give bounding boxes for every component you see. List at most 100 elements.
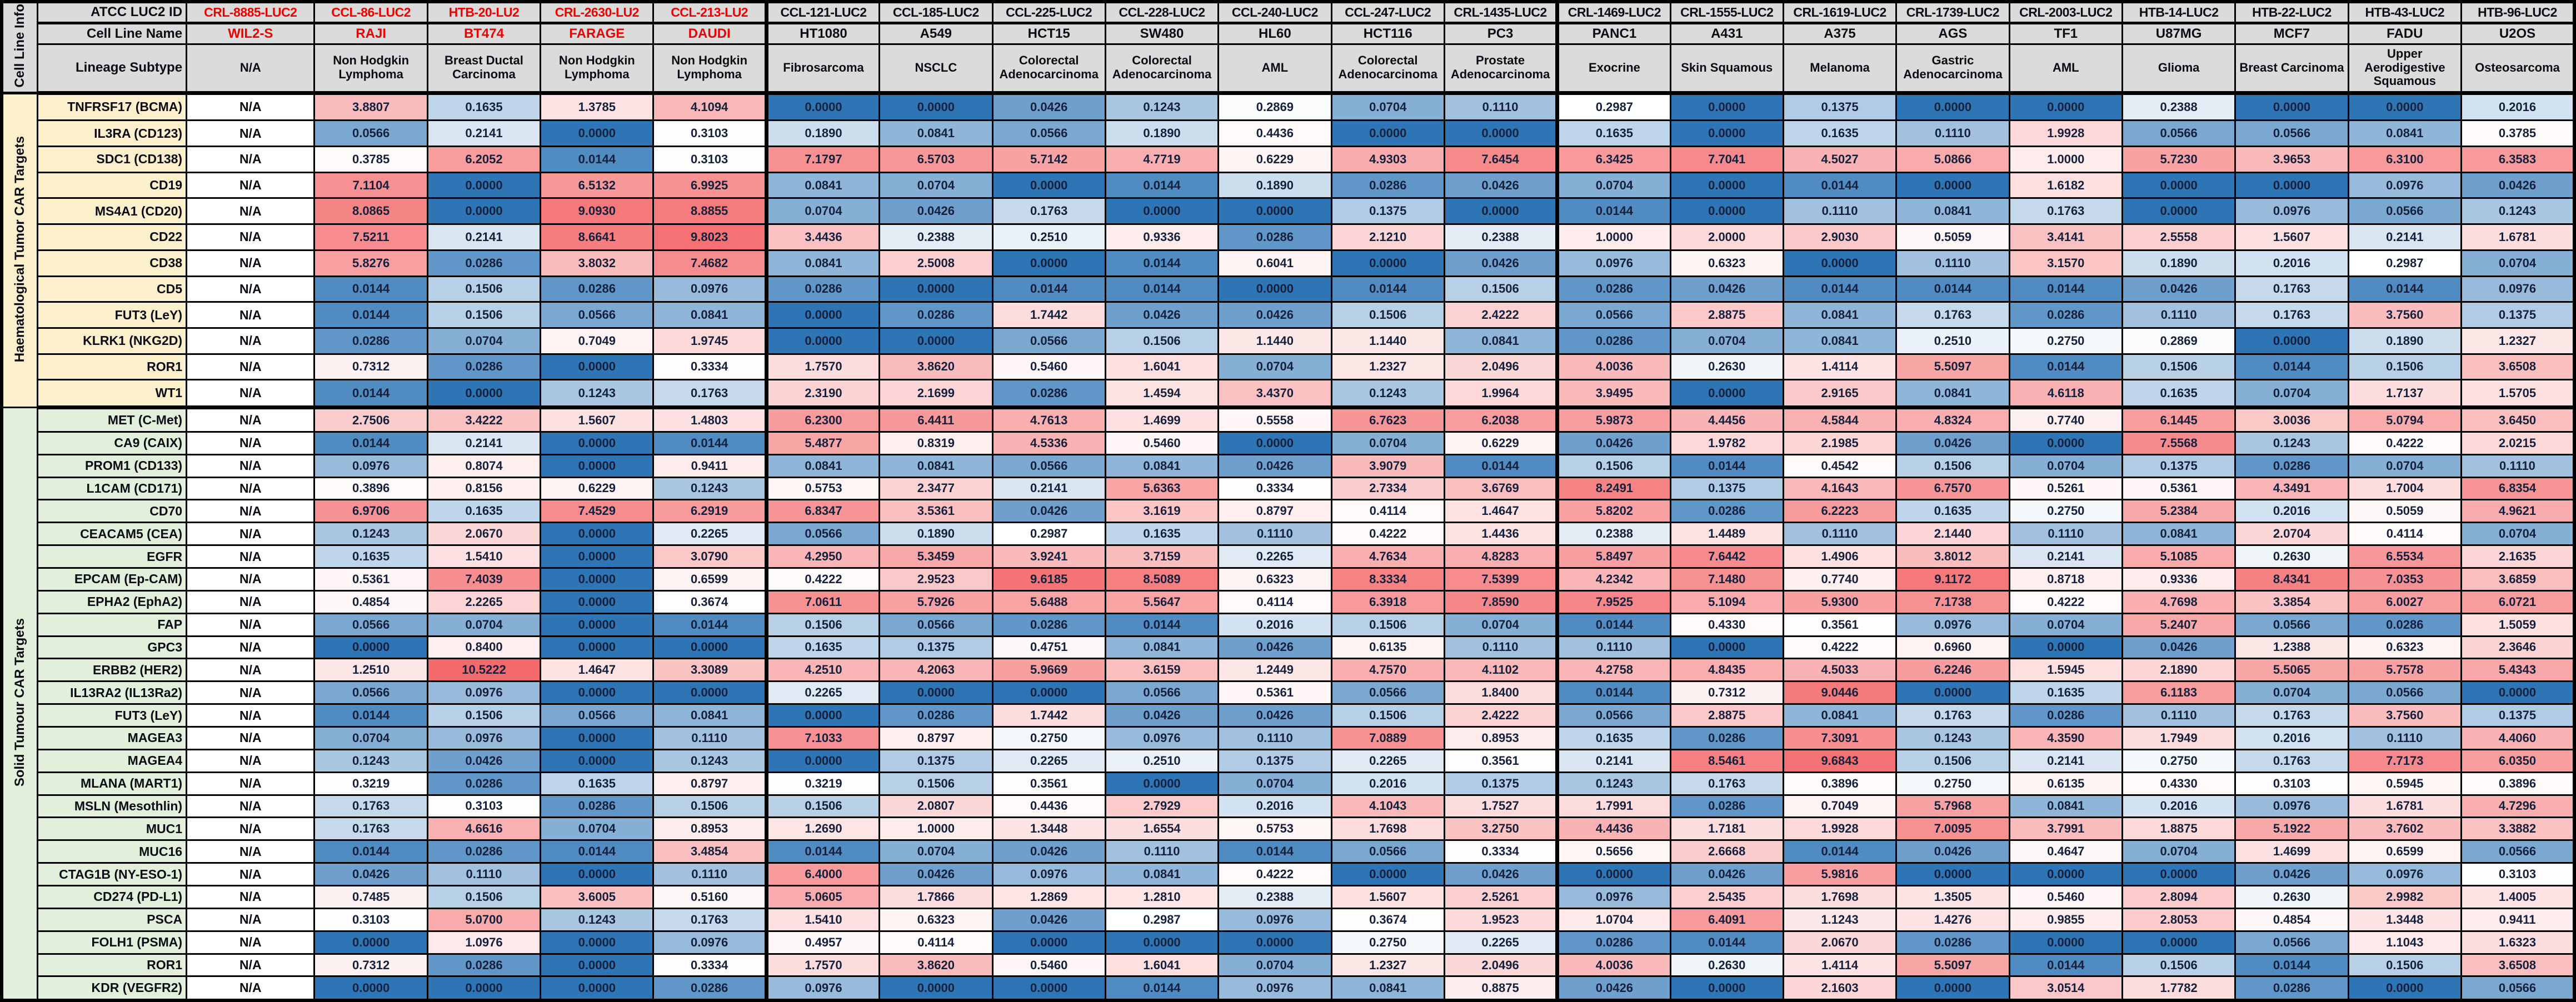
heatmap-cell[interactable]: 0.0704 — [1217, 953, 1332, 978]
heatmap-cell[interactable]: 0.1110 — [1104, 839, 1220, 864]
heatmap-cell[interactable]: 0.1635 — [426, 92, 542, 122]
heatmap-cell[interactable]: 1.5607 — [2234, 223, 2349, 251]
heatmap-cell[interactable]: 1.7866 — [878, 885, 994, 909]
na-cell[interactable]: N/A — [186, 930, 316, 955]
heatmap-cell[interactable]: 0.5361 — [2121, 476, 2236, 501]
heatmap-cell[interactable]: 6.5534 — [2347, 544, 2462, 569]
heatmap-cell[interactable]: 3.6508 — [2460, 353, 2575, 381]
column-lineage-hct15[interactable]: Colorectal Adenocarcinoma — [991, 43, 1106, 95]
heatmap-cell[interactable]: 7.3091 — [1782, 725, 1898, 750]
heatmap-cell[interactable]: 0.2630 — [2234, 544, 2349, 569]
heatmap-cell[interactable]: 4.4456 — [1669, 407, 1784, 433]
heatmap-cell[interactable]: 0.0144 — [540, 839, 655, 864]
heatmap-cell[interactable]: 0.2869 — [1217, 92, 1332, 122]
na-cell[interactable]: N/A — [186, 544, 316, 569]
heatmap-cell[interactable]: 0.9411 — [652, 453, 767, 478]
heatmap-cell[interactable]: 1.7527 — [1443, 794, 1559, 819]
heatmap-cell[interactable]: 3.8807 — [313, 92, 428, 122]
heatmap-cell[interactable]: 0.0426 — [1104, 301, 1220, 329]
heatmap-cell[interactable]: 0.0000 — [2121, 171, 2236, 199]
heatmap-cell[interactable]: 0.1110 — [2121, 301, 2236, 329]
heatmap-cell[interactable]: 0.0704 — [1443, 612, 1559, 637]
row-label[interactable]: SDC1 (CD138) — [36, 146, 188, 173]
heatmap-cell[interactable]: 1.4489 — [1669, 522, 1784, 547]
row-label[interactable]: EGFR — [36, 544, 188, 569]
heatmap-cell[interactable]: 2.0807 — [878, 794, 994, 819]
heatmap-cell[interactable]: 2.1603 — [1782, 975, 1898, 1001]
heatmap-cell[interactable]: 0.0000 — [1217, 197, 1332, 226]
heatmap-cell[interactable]: 0.0976 — [652, 930, 767, 955]
heatmap-cell[interactable]: 4.2063 — [878, 658, 994, 683]
heatmap-cell[interactable]: 3.7560 — [2347, 703, 2462, 728]
heatmap-cell[interactable]: 0.1763 — [1669, 771, 1784, 796]
heatmap-cell[interactable]: 0.1375 — [1669, 476, 1784, 501]
heatmap-cell[interactable]: 0.5460 — [1104, 430, 1220, 455]
heatmap-cell[interactable]: 0.1506 — [878, 771, 994, 796]
heatmap-cell[interactable]: 0.0144 — [313, 301, 428, 329]
heatmap-cell[interactable]: 0.1890 — [1104, 119, 1220, 148]
heatmap-cell[interactable]: 0.2016 — [1217, 794, 1332, 819]
column-lineage-tf1[interactable]: AML — [2008, 43, 2123, 95]
heatmap-cell[interactable]: 0.0000 — [764, 327, 881, 355]
column-name-a375[interactable]: A375 — [1782, 22, 1898, 45]
column-name-wil2-s[interactable]: WIL2-S — [186, 22, 316, 45]
heatmap-cell[interactable]: 0.5753 — [1217, 816, 1332, 841]
heatmap-cell[interactable]: 0.0000 — [1895, 975, 2010, 1001]
na-cell[interactable]: N/A — [186, 635, 316, 660]
column-id-panc1[interactable]: CRL-1469-LUC2 — [1555, 1, 1671, 24]
column-lineage-hct116[interactable]: Colorectal Adenocarcinoma — [1330, 43, 1445, 95]
heatmap-cell[interactable]: 0.0426 — [991, 907, 1106, 932]
column-name-farage[interactable]: FARAGE — [540, 22, 655, 45]
heatmap-cell[interactable]: 0.0144 — [2347, 275, 2462, 303]
heatmap-cell[interactable]: 0.0144 — [1217, 839, 1332, 864]
column-id-u87mg[interactable]: HTB-14-LUC2 — [2121, 1, 2236, 24]
heatmap-cell[interactable]: 0.9855 — [2008, 907, 2123, 932]
heatmap-cell[interactable]: 4.2342 — [1555, 567, 1671, 592]
heatmap-cell[interactable]: 5.0605 — [764, 885, 881, 909]
row-label[interactable]: CD22 — [36, 223, 188, 251]
heatmap-cell[interactable]: 8.0865 — [313, 197, 428, 226]
heatmap-cell[interactable]: 5.5097 — [1895, 353, 2010, 381]
heatmap-cell[interactable]: 0.0000 — [991, 171, 1106, 199]
column-id-a431[interactable]: CRL-1555-LUC2 — [1669, 1, 1784, 24]
heatmap-cell[interactable]: 4.3590 — [2008, 725, 2123, 750]
heatmap-cell[interactable]: 0.1635 — [1555, 119, 1671, 148]
heatmap-cell[interactable]: 0.3103 — [2460, 862, 2575, 886]
heatmap-cell[interactable]: 0.1375 — [2121, 453, 2236, 478]
heatmap-cell[interactable]: 0.1635 — [1104, 522, 1220, 547]
heatmap-cell[interactable]: 0.1110 — [1217, 522, 1332, 547]
heatmap-cell[interactable]: 0.4222 — [1330, 522, 1445, 547]
heatmap-cell[interactable]: 0.2141 — [426, 223, 542, 251]
heatmap-cell[interactable]: 0.1110 — [2347, 725, 2462, 750]
heatmap-cell[interactable]: 1.6041 — [1104, 353, 1220, 381]
heatmap-cell[interactable]: 0.3334 — [1217, 476, 1332, 501]
heatmap-cell[interactable]: 0.1110 — [1555, 635, 1671, 660]
heatmap-cell[interactable]: 0.0841 — [2347, 119, 2462, 148]
heatmap-cell[interactable]: 4.5844 — [1782, 407, 1898, 433]
heatmap-cell[interactable]: 0.0566 — [1555, 703, 1671, 728]
heatmap-cell[interactable]: 7.1738 — [1895, 589, 2010, 614]
heatmap-cell[interactable]: 0.0000 — [1330, 119, 1445, 148]
heatmap-cell[interactable]: 0.0566 — [313, 612, 428, 637]
cell-line-name-corner-label[interactable]: Cell Line Name — [36, 22, 188, 45]
column-name-bt474[interactable]: BT474 — [426, 22, 542, 45]
heatmap-cell[interactable]: 0.1506 — [1330, 612, 1445, 637]
heatmap-cell[interactable]: 1.1440 — [1330, 327, 1445, 355]
heatmap-cell[interactable]: 6.2300 — [764, 407, 881, 433]
heatmap-cell[interactable]: 0.0144 — [764, 839, 881, 864]
heatmap-cell[interactable]: 2.4222 — [1443, 301, 1559, 329]
heatmap-cell[interactable]: 0.4222 — [1782, 635, 1898, 660]
column-id-tf1[interactable]: CRL-2003-LUC2 — [2008, 1, 2123, 24]
heatmap-cell[interactable]: 1.7782 — [2121, 975, 2236, 1001]
heatmap-cell[interactable]: 0.4330 — [2121, 771, 2236, 796]
column-name-mcf7[interactable]: MCF7 — [2234, 22, 2349, 45]
heatmap-cell[interactable]: 0.0841 — [878, 453, 994, 478]
heatmap-cell[interactable]: 0.1506 — [1104, 327, 1220, 355]
row-label[interactable]: KLRK1 (NKG2D) — [36, 327, 188, 355]
heatmap-cell[interactable]: 3.5361 — [878, 499, 994, 524]
heatmap-cell[interactable]: 6.0721 — [2460, 589, 2575, 614]
heatmap-cell[interactable]: 0.0426 — [1217, 301, 1332, 329]
heatmap-cell[interactable]: 0.8718 — [2008, 567, 2123, 592]
heatmap-cell[interactable]: 0.9336 — [1104, 223, 1220, 251]
heatmap-cell[interactable]: 3.7159 — [1104, 544, 1220, 569]
